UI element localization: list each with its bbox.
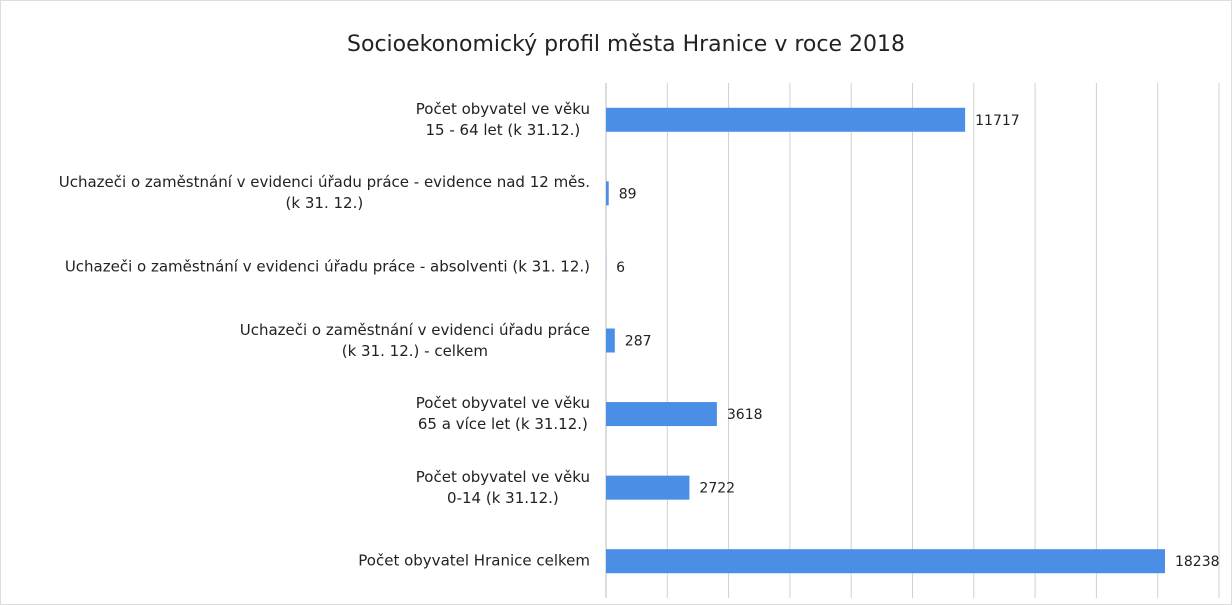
bar — [606, 549, 1165, 574]
bar — [606, 181, 609, 206]
bar — [606, 475, 690, 500]
bar — [606, 107, 966, 132]
data-label: 2722 — [699, 481, 735, 497]
bar — [606, 328, 615, 353]
y-tick-label: Počet obyvatel ve věku 0-14 (k 31.12.) — [415, 467, 590, 507]
bar — [606, 402, 717, 427]
data-label: 89 — [619, 186, 637, 202]
y-tick-label: Uchazeči o zaměstnání v evidenci úřadu p… — [64, 257, 590, 276]
data-label: 18238 — [1175, 554, 1220, 570]
data-label: 287 — [625, 334, 652, 350]
data-label: 6 — [616, 260, 625, 276]
chart-title: Socioekonomický profil města Hranice v r… — [347, 32, 905, 57]
y-tick-label: Uchazeči o zaměstnání v evidenci úřadu p… — [239, 320, 590, 360]
data-label: 3618 — [727, 407, 763, 423]
y-tick-label: Počet obyvatel Hranice celkem — [358, 551, 590, 570]
y-tick-label: Počet obyvatel ve věku 65 a více let (k … — [415, 394, 590, 434]
y-tick-label: Počet obyvatel ve věku 15 - 64 let (k 31… — [415, 99, 590, 139]
data-label: 11717 — [975, 113, 1020, 129]
y-tick-label: Uchazeči o zaměstnání v evidenci úřadu p… — [58, 173, 590, 213]
